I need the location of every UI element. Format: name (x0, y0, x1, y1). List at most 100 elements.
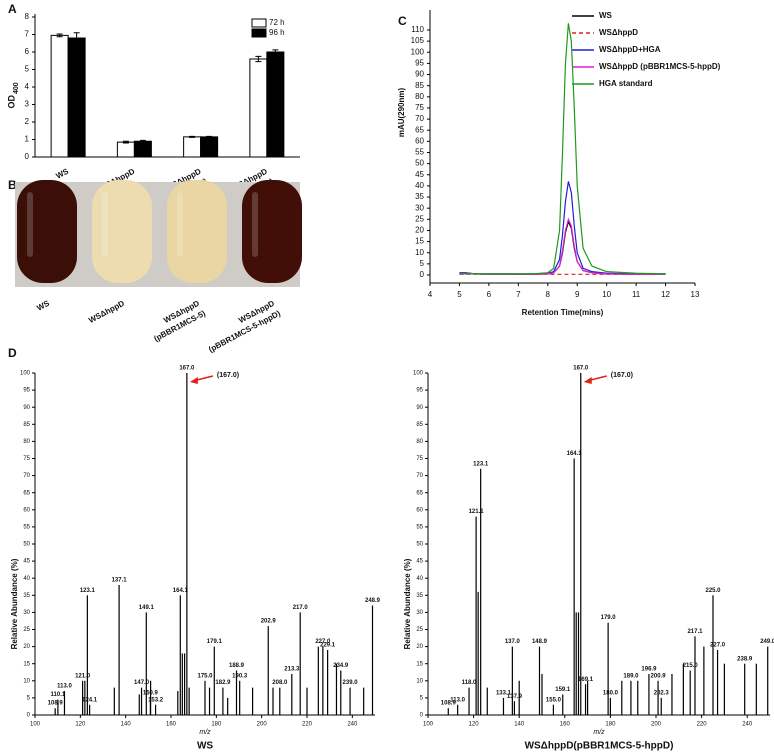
y-tick-label: 5 (420, 259, 425, 268)
y-tick-label: 0 (420, 713, 424, 719)
peak-label: 113.0 (57, 684, 72, 690)
y-tick-label: 10 (415, 248, 424, 257)
y-tick-label: 0 (27, 713, 31, 719)
peak-label: 108.9 (48, 701, 64, 707)
y-tick-label: 70 (415, 114, 424, 123)
error-bar (206, 135, 213, 138)
bar (249, 58, 268, 158)
x-tick-label: 200 (651, 722, 662, 728)
bar (200, 136, 219, 158)
peak-label: 133.1 (496, 690, 512, 696)
legend-label: WSΔhppD (pBBR1MCS-5-hppD) (599, 62, 721, 71)
y-tick-label: 2 (25, 117, 30, 126)
x-tick-label: 100 (30, 722, 41, 728)
annotation-arrowhead (189, 377, 198, 384)
y-tick-label: 15 (416, 661, 423, 667)
y-tick-label: 5 (25, 65, 30, 74)
peak-label: 202.3 (654, 690, 670, 696)
y-tick-label: 5 (27, 695, 31, 701)
panel-letter: A (8, 2, 17, 16)
x-tick-label: 11 (632, 290, 641, 299)
y-tick-label: 8 (25, 12, 30, 21)
y-tick-label: 40 (23, 576, 30, 582)
x-tick-label: 6 (487, 290, 492, 299)
peak-label: 248.9 (365, 598, 381, 604)
peak-label: 239.0 (343, 680, 359, 686)
x-tick-label: 7 (516, 290, 521, 299)
y-tick-label: 20 (415, 226, 424, 235)
peak-label: 137.9 (507, 694, 523, 700)
legend-label: 72 h (269, 18, 285, 27)
y-axis-label: Relative Abundance (%) (403, 558, 412, 649)
y-tick-label: 80 (23, 439, 30, 445)
panel-letter: D (8, 346, 17, 360)
annotation: (167.0) (217, 372, 239, 379)
peak-label: 225.0 (705, 588, 721, 594)
chart-title: WSΔhppD(pBBR1MCS-5-hppD) (525, 741, 674, 752)
x-tick-label: 10 (602, 290, 611, 299)
annotation: (167.0) (611, 372, 633, 379)
peak-label: 227.0 (710, 643, 726, 649)
y-tick-label: 100 (411, 47, 425, 56)
y-tick-label: 0 (420, 270, 425, 279)
legend-swatch (251, 18, 267, 28)
peak-label: 167.0 (179, 366, 195, 372)
peak-label: 179.0 (601, 615, 617, 621)
legend-label: HGA standard (599, 79, 653, 88)
y-tick-label: 85 (416, 422, 423, 428)
x-tick-label: 5 (457, 290, 462, 299)
y-tick-label: 65 (23, 490, 30, 496)
peak-label: 215.0 (683, 663, 699, 669)
tube (242, 180, 302, 283)
peak-label: 113.0 (450, 697, 465, 703)
peak-label: 238.9 (737, 656, 753, 662)
bar (67, 37, 86, 158)
peak-label: 147.0 (134, 680, 150, 686)
peak-label: 196.9 (641, 667, 657, 673)
y-tick-label: 1 (25, 135, 30, 144)
x-tick-label: 120 (75, 722, 86, 728)
y-tick-label: 15 (415, 237, 424, 246)
peak-label: 200.9 (651, 673, 667, 679)
y-tick-label: 110 (411, 25, 424, 34)
x-tick-label: 180 (605, 722, 616, 728)
y-tick-label: 55 (23, 524, 30, 530)
y-tick-label: 4 (25, 82, 30, 91)
peak-label: 123.1 (80, 588, 96, 594)
peak-label: 153.2 (148, 697, 164, 703)
x-tick-label: 13 (691, 290, 700, 299)
y-tick-label: 80 (416, 439, 423, 445)
peak-label: 148.9 (532, 639, 548, 645)
peak-label: 190.3 (232, 673, 248, 679)
series-line (459, 217, 666, 275)
error-bar (189, 135, 196, 138)
peak-label: 217.1 (687, 629, 703, 635)
bar (50, 34, 69, 158)
y-axis-label: mAU(290nm) (397, 87, 406, 137)
x-axis-label: m/z (593, 729, 605, 736)
legend-swatch (251, 28, 267, 38)
y-tick-label: 50 (416, 542, 423, 548)
error-bar (73, 32, 80, 44)
peak-label: 167.0 (573, 366, 589, 372)
x-tick-label: 120 (469, 722, 480, 728)
peak-label: 110.1 (51, 692, 66, 698)
x-tick-label: 220 (697, 722, 708, 728)
peak-label: 137.1 (112, 578, 128, 584)
peak-label: 202.9 (261, 619, 277, 625)
y-tick-label: 70 (416, 473, 423, 479)
peak-label: 208.0 (272, 680, 288, 686)
peak-label: 180.0 (603, 690, 619, 696)
y-tick-label: 95 (415, 59, 424, 68)
peak-label: 123.1 (473, 461, 489, 467)
peak-label: 121.1 (469, 509, 485, 515)
error-bar (139, 139, 146, 143)
y-tick-label: 0 (25, 152, 30, 161)
error-bar (255, 55, 262, 63)
tube (167, 180, 227, 283)
peak-label: 149.1 (139, 605, 155, 611)
y-tick-label: 10 (23, 678, 30, 684)
x-tick-label: 12 (661, 290, 670, 299)
tube-highlight (27, 192, 33, 257)
